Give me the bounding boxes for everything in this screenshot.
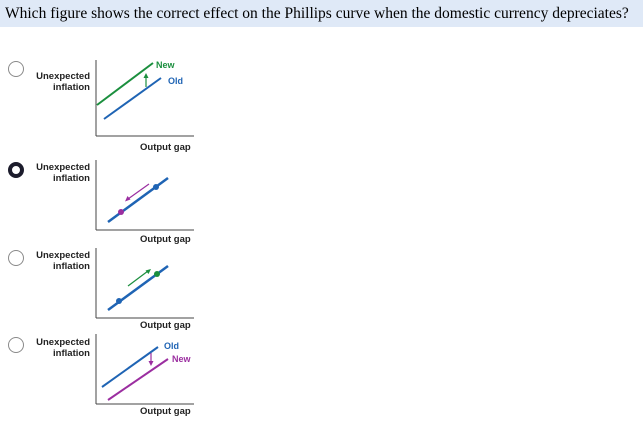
old-curve [101, 346, 159, 388]
y-axis-label: Unexpected inflation [36, 162, 90, 184]
radio-button-4[interactable] [8, 337, 24, 353]
y-axis-label: Unexpected inflation [36, 250, 90, 272]
point-end [118, 209, 124, 215]
x-axis-label: Output gap [140, 142, 191, 153]
phillips-curve-graph-3 [95, 248, 194, 319]
new-curve [96, 62, 154, 106]
phillips-curve-graph-1: New Old [95, 60, 194, 137]
radio-button-2[interactable] [8, 162, 24, 178]
new-curve [107, 358, 169, 401]
answer-option-3[interactable]: Unexpected inflation Output gap [0, 246, 240, 338]
new-label: New [156, 60, 176, 70]
y-axis-label: Unexpected inflation [36, 337, 90, 359]
x-axis-label: Output gap [140, 406, 191, 417]
curve [107, 176, 169, 224]
answer-option-1[interactable]: Unexpected inflation New Old Output gap [0, 50, 240, 153]
point-end [154, 271, 160, 277]
phillips-curve-graph-4: Old New [95, 334, 194, 405]
old-curve [103, 77, 162, 120]
x-axis-label: Output gap [140, 234, 191, 245]
answer-option-2[interactable]: Unexpected inflation Output gap [0, 158, 240, 250]
old-label: Old [168, 76, 183, 86]
movement-arrow [127, 183, 150, 200]
old-label: Old [164, 341, 179, 351]
answer-option-4[interactable]: Unexpected inflation Old New Output gap [0, 332, 240, 424]
y-axis-label: Unexpected inflation [36, 71, 90, 93]
movement-arrow [127, 270, 149, 287]
new-label: New [172, 354, 192, 364]
question-text: Which figure shows the correct effect on… [0, 0, 643, 27]
point-start [116, 298, 122, 304]
point-start [153, 184, 159, 190]
radio-button-1[interactable] [8, 61, 24, 77]
x-axis-label: Output gap [140, 320, 191, 331]
radio-button-3[interactable] [8, 250, 24, 266]
phillips-curve-graph-2 [95, 160, 194, 231]
